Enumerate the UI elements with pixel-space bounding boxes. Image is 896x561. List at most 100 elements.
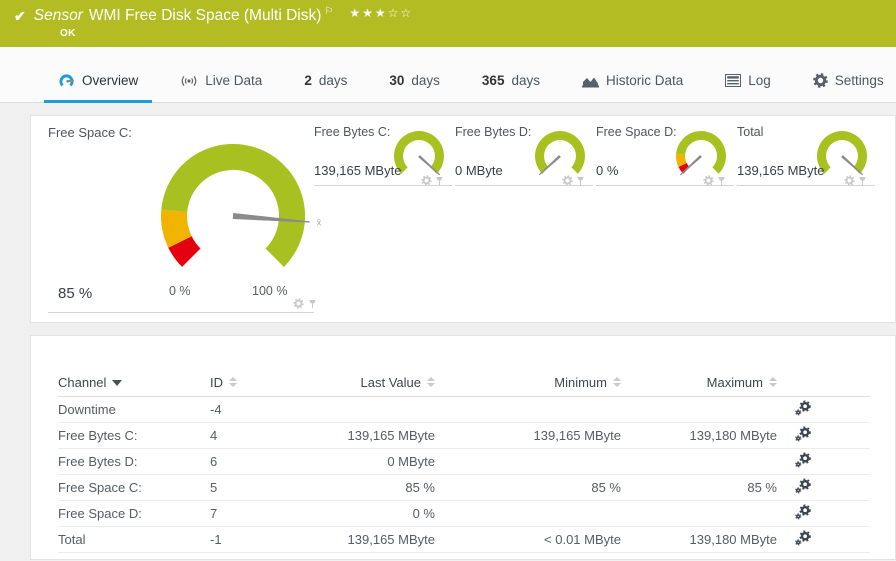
- gauge-title: Free Space D:: [596, 125, 677, 139]
- stars-empty: ☆☆: [387, 6, 414, 20]
- max-cell: 139,180 MByte: [621, 526, 777, 553]
- free-bytes-c-pin-icon[interactable]: [435, 173, 444, 191]
- table-row-free-space-c: Free Space C: 5 85 % 85 % 85 %: [58, 474, 870, 501]
- sort-icon: [229, 377, 237, 388]
- max-cell: 139,180 MByte: [621, 422, 777, 449]
- total-settings-gear-icon[interactable]: [844, 173, 855, 191]
- channel-cell: Free Space C:: [58, 474, 210, 501]
- main-gauge-settings-gear-icon[interactable]: [293, 296, 304, 314]
- column-header-last-value[interactable]: Last Value: [302, 369, 435, 397]
- tab-log[interactable]: Log: [711, 47, 785, 102]
- free-bytes-d-settings-gear-icon[interactable]: [562, 173, 573, 191]
- tab-label: days: [411, 73, 440, 88]
- main-gauge-pin-icon[interactable]: [308, 296, 317, 314]
- last-cell: 0 %: [302, 500, 435, 527]
- max-cell: [621, 448, 777, 475]
- total-pin-icon[interactable]: [858, 173, 867, 191]
- gauge-title: Total: [737, 125, 764, 139]
- free-space-d-pin-icon[interactable]: [717, 173, 726, 191]
- priority-star-rating[interactable]: ★★★☆☆: [349, 6, 413, 20]
- gauge[interactable]: [672, 129, 730, 176]
- actions-cell: [777, 500, 870, 527]
- gauge[interactable]: [390, 129, 448, 176]
- channel-settings-button[interactable]: [795, 530, 812, 549]
- table-header-row: Channel ID Last Value Minimum Maximum: [58, 369, 870, 397]
- priority-flag-icon[interactable]: ⚐: [324, 5, 334, 17]
- svg-text:x̄: x̄: [317, 218, 322, 228]
- max-cell: 85 %: [621, 474, 777, 501]
- gauge[interactable]: [531, 129, 589, 176]
- channel-settings-button[interactable]: [795, 400, 812, 419]
- id-cell: 7: [210, 500, 302, 527]
- tab-settings[interactable]: Settings: [799, 47, 896, 102]
- actions-cell: [777, 448, 870, 475]
- actions-cell: [777, 526, 870, 553]
- sensor-status-badge: OK: [60, 28, 76, 39]
- column-header-id[interactable]: ID: [210, 369, 302, 397]
- channel-settings-button[interactable]: [795, 426, 812, 445]
- gauge-title: Free Bytes D:: [455, 125, 532, 139]
- free-bytes-d-pin-icon[interactable]: [576, 173, 585, 191]
- max-cell: [621, 396, 777, 423]
- gauge-widget-free-space-d: Free Space D: 0 %: [596, 125, 734, 186]
- sort-icon: [769, 377, 777, 388]
- gear-icon: [812, 73, 828, 88]
- small-gauges-row: Free Bytes C: 139,165 MByte Free Bytes D: 0…: [314, 125, 878, 322]
- sensor-overview-content: Free Space C: x̄ 85 % 0 % 100 % Free Byt…: [0, 103, 896, 560]
- column-label: Last Value: [360, 374, 421, 390]
- table-row-free-bytes-d: Free Bytes D: 6 0 MByte: [58, 448, 870, 475]
- tab-30-days[interactable]: 30 days: [375, 47, 454, 102]
- sensor-type-label: Sensor: [33, 7, 83, 24]
- main-gauge[interactable]: x̄: [48, 141, 328, 291]
- column-header-minimum[interactable]: Minimum: [435, 369, 621, 397]
- gauge-value: 0 MByte: [455, 163, 503, 178]
- column-label: Channel: [58, 374, 107, 390]
- last-cell: [302, 396, 435, 423]
- channel-cell: Free Bytes C:: [58, 422, 210, 449]
- tab-label: Historic Data: [605, 73, 684, 88]
- tab-overview[interactable]: Overview: [44, 47, 153, 103]
- id-cell: -1: [210, 526, 302, 553]
- gauge-value: 0 %: [596, 163, 619, 178]
- gauge-icon: [58, 73, 75, 88]
- gauge-title: Free Bytes C:: [314, 125, 391, 139]
- id-cell: -4: [210, 396, 302, 423]
- column-header-channel[interactable]: Channel: [58, 369, 210, 397]
- tab-2-days[interactable]: 2 days: [290, 47, 361, 102]
- tab-label: Settings: [834, 73, 884, 88]
- broadcast-icon: [180, 74, 198, 88]
- tab-365-days[interactable]: 365 days: [468, 47, 554, 102]
- id-cell: 4: [210, 422, 302, 449]
- min-cell: < 0.01 MByte: [435, 526, 621, 553]
- channel-cell: Downtime: [58, 396, 210, 423]
- tab-bar: Overview Live Data 2 days 30 days 365 days Histo…: [0, 47, 896, 103]
- tab-label: Log: [748, 73, 771, 88]
- max-cell: [621, 500, 777, 527]
- gauge[interactable]: [813, 129, 871, 176]
- channel-settings-button[interactable]: [795, 452, 812, 471]
- channel-settings-button[interactable]: [795, 504, 812, 523]
- sensor-title-row: ✔ Sensor WMI Free Disk Space (Multi Disk…: [14, 5, 896, 25]
- tab-label: Live Data: [205, 73, 263, 88]
- status-check-icon: ✔: [14, 7, 26, 24]
- gauge-widget-free-bytes-c: Free Bytes C: 139,165 MByte: [314, 125, 452, 186]
- main-gauge-title: Free Space C:: [48, 125, 132, 140]
- gauge-toolbar: [703, 173, 726, 191]
- main-gauge-toolbar: [293, 296, 317, 314]
- tab-label: days: [318, 73, 348, 88]
- log-icon: [725, 74, 742, 87]
- last-cell: 139,165 MByte: [302, 422, 435, 449]
- column-header-maximum[interactable]: Maximum: [621, 369, 777, 397]
- min-cell: [435, 500, 621, 527]
- main-gauge-scale-max: 100 %: [252, 284, 288, 298]
- chart-icon: [581, 74, 599, 88]
- channel-settings-button[interactable]: [795, 478, 812, 497]
- tab-historic-data[interactable]: Historic Data: [568, 47, 697, 102]
- table-row-total: Total -1 139,165 MByte < 0.01 MByte 139,180 …: [58, 526, 870, 553]
- gauges-panel: Free Space C: x̄ 85 % 0 % 100 % Free Byt…: [30, 115, 896, 323]
- min-cell: [435, 396, 621, 423]
- sensor-header: ✔ Sensor WMI Free Disk Space (Multi Disk…: [0, 0, 896, 47]
- free-bytes-c-settings-gear-icon[interactable]: [421, 173, 432, 191]
- tab-live-data[interactable]: Live Data: [166, 47, 276, 102]
- free-space-d-settings-gear-icon[interactable]: [703, 173, 714, 191]
